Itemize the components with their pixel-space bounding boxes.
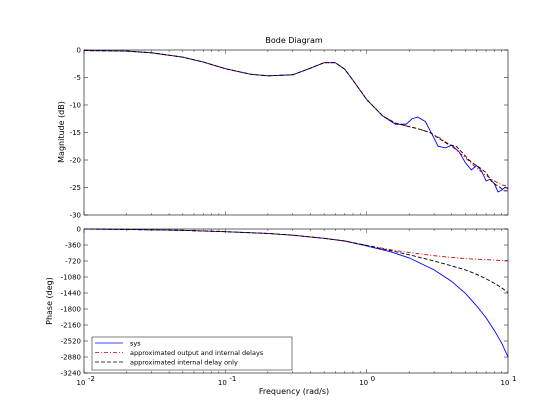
magnitude-ytick-label: -30 [70,212,81,220]
magnitude-series-approximated-internal-delay-only [83,50,508,192]
chart-title: Bode Diagram [265,36,322,45]
phase-ytick-label: -1080 [61,274,81,282]
x-tick-label: 10 [501,379,510,387]
magnitude-y-ticks: 0 -5 -10 -15 -20 -25 -30 [70,47,508,220]
magnitude-ytick-label: -10 [70,102,81,110]
legend: sys approximated output and internal del… [91,336,293,371]
phase-ytick-label: -1800 [61,306,81,314]
x-tick-label: 10 [218,379,227,387]
phase-series [83,228,509,358]
magnitude-series [83,50,509,193]
magnitude-ytick-label: -15 [70,129,81,137]
magnitude-axes-frame [83,49,509,216]
phase-ytick-label: -2160 [61,322,81,330]
phase-ytick-label: -360 [65,242,81,250]
phase-ytick-label: -720 [65,258,81,266]
legend-label-sys: sys [130,340,141,348]
magnitude-ylabel: Magnitude (dB) [57,101,66,163]
x-tick-label: 10 [77,379,86,387]
phase-ytick-label: -2880 [61,354,81,362]
x-tick-exponent: -2 [88,375,95,383]
phase-ylabel: Phase (deg) [45,277,54,325]
x-tick-label: 10 [359,379,368,387]
magnitude-ytick-label: 0 [77,47,81,55]
legend-label-internal-only: approximated internal delay only [130,359,238,367]
x-tick-exponent: -1 [229,375,236,383]
phase-series-approximated-internal-delay-only [83,228,509,293]
phase-ytick-label: -1440 [61,290,81,298]
x-tick-exponent: 0 [371,375,375,383]
magnitude-series-approximated-output-and-internal-delays [83,50,509,187]
phase-ytick-label: -2520 [61,338,81,346]
x-axis-label: Frequency (rad/s) [259,387,329,396]
magnitude-ytick-label: -5 [74,74,81,82]
phase-y-ticks: 0 -360 -720 -1080 -1440 -1800 -2160 -2520 -2880 -… [61,226,508,378]
phase-ytick-label: 0 [77,226,81,234]
legend-label-output-internal: approximated output and internal delays [130,349,264,357]
legend-box [91,336,293,371]
phase-ytick-label: -3240 [61,370,81,378]
x-axis-ticks: 10 -2 10 -1 10 0 10 1 [77,375,517,387]
magnitude-ytick-label: -20 [70,157,81,165]
x-tick-exponent: 1 [512,375,516,383]
magnitude-ytick-label: -25 [70,184,81,192]
